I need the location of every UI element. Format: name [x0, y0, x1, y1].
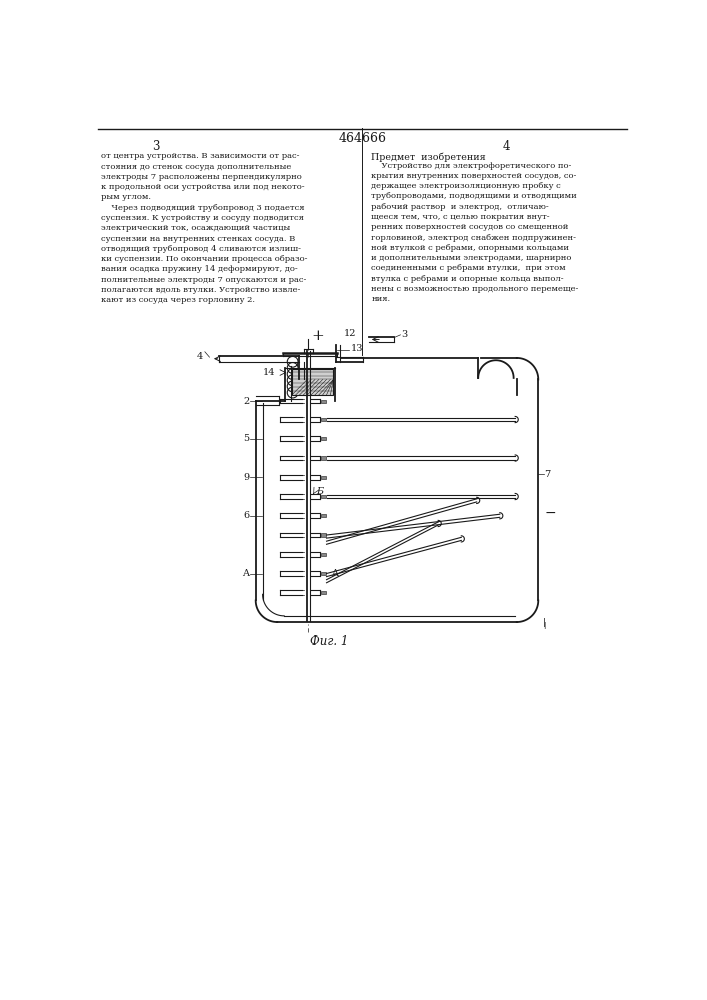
Text: A: A: [331, 569, 338, 578]
Text: +: +: [311, 329, 324, 343]
Polygon shape: [321, 495, 326, 498]
Text: от центра устройства. В зависимости от рас-
стояния до стенок сосуда дополнитель: от центра устройства. В зависимости от р…: [101, 152, 308, 304]
Polygon shape: [292, 369, 334, 395]
Polygon shape: [321, 400, 326, 403]
Polygon shape: [321, 476, 326, 479]
Text: Устройство для электрофоретического по-
крытия внутренних поверхностей сосудов, : Устройство для электрофоретического по- …: [371, 162, 578, 303]
Text: 2: 2: [243, 397, 250, 406]
Polygon shape: [321, 418, 326, 421]
Text: 7: 7: [544, 470, 551, 479]
Polygon shape: [321, 456, 326, 460]
Text: 12: 12: [344, 329, 356, 338]
Text: 14: 14: [263, 368, 276, 377]
Text: |: |: [543, 622, 546, 629]
Polygon shape: [321, 591, 326, 594]
Polygon shape: [321, 553, 326, 556]
Text: 4: 4: [197, 352, 204, 361]
Text: 4: 4: [502, 140, 510, 153]
Polygon shape: [321, 514, 326, 517]
Text: A: A: [243, 569, 250, 578]
Polygon shape: [321, 533, 326, 537]
Text: 9: 9: [243, 473, 250, 482]
Text: 464666: 464666: [339, 132, 386, 145]
Text: −: −: [544, 506, 556, 520]
Text: |: |: [543, 618, 546, 627]
Text: 3: 3: [152, 140, 159, 153]
Text: Б: Б: [316, 487, 323, 496]
Text: Фиг. 1: Фиг. 1: [310, 635, 348, 648]
Text: 6: 6: [243, 511, 250, 520]
Text: 3: 3: [402, 330, 407, 339]
Text: Предмет  изобретения: Предмет изобретения: [371, 152, 486, 162]
Text: 13: 13: [351, 344, 363, 353]
Polygon shape: [321, 437, 326, 440]
Text: 5: 5: [243, 434, 250, 443]
Polygon shape: [321, 572, 326, 575]
